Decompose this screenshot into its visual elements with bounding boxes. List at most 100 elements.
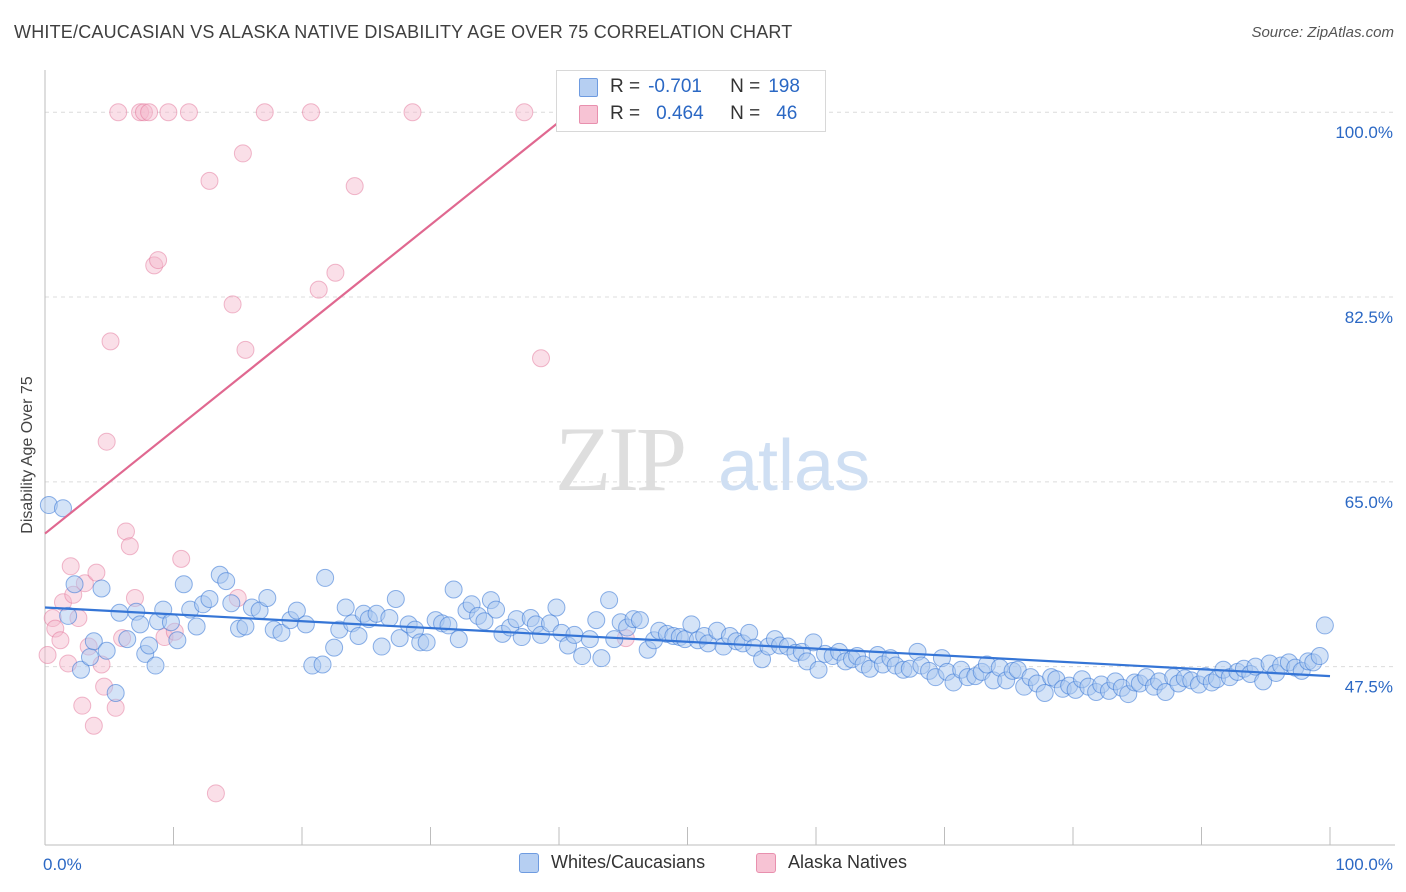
blue-point — [217, 572, 236, 591]
y-tick-label: 100.0% — [1335, 123, 1393, 142]
blue-point — [296, 615, 315, 634]
pink-point — [159, 103, 178, 122]
pink-point — [172, 549, 191, 568]
blue-point — [587, 611, 606, 630]
blue-point — [1035, 684, 1054, 703]
trend-lines — [44, 90, 1331, 678]
blue-point — [168, 631, 187, 650]
blue-point — [444, 580, 463, 599]
legend-n-label: N = — [730, 103, 761, 124]
pink-point — [145, 256, 164, 275]
blue-point — [390, 629, 409, 648]
grid-lines — [45, 111, 1395, 668]
pink-point — [46, 619, 65, 638]
blue-point — [1315, 616, 1334, 635]
blue-point — [146, 656, 165, 675]
blue-point — [272, 623, 291, 642]
pink-point — [179, 103, 198, 122]
blue-point — [97, 641, 116, 660]
pink-point — [301, 103, 320, 122]
source-label: Source: ZipAtlas.com — [1251, 24, 1394, 41]
blue-point — [541, 614, 560, 633]
blue-point — [592, 649, 611, 668]
legend-r-label: R = — [610, 76, 641, 97]
blue-point — [336, 598, 355, 617]
blue-point — [236, 617, 255, 636]
y-tick-label: 65.0% — [1345, 493, 1393, 512]
pink-point — [84, 716, 103, 735]
blue-point — [475, 612, 494, 631]
legend-swatch-blue — [579, 77, 598, 97]
pink-point — [403, 103, 422, 122]
pink-point — [255, 103, 274, 122]
blue-point — [1310, 647, 1329, 666]
blue-point — [140, 636, 159, 655]
pink-point — [515, 103, 534, 122]
blue-point — [65, 575, 84, 594]
axes — [44, 70, 1395, 846]
pink-point — [140, 103, 159, 122]
blue-point — [804, 633, 823, 652]
blue-point — [349, 626, 368, 645]
trend-line-blue — [44, 606, 1331, 678]
blue-point — [573, 647, 592, 666]
pink-point — [73, 696, 92, 715]
chart-title: WHITE/CAUCASIAN VS ALASKA NATIVE DISABIL… — [14, 22, 793, 42]
blue-point — [386, 590, 405, 609]
bottom-legend-label-pink: Alaska Natives — [788, 852, 908, 872]
blue-point — [200, 590, 219, 609]
blue-point — [174, 575, 193, 594]
legend-n-blue: 198 — [768, 76, 800, 97]
bottom-legend: Whites/Caucasians Alaska Natives — [0, 852, 1406, 878]
watermark: ZIP atlas — [555, 408, 870, 510]
blue-point — [372, 637, 391, 656]
blue-point — [187, 617, 206, 636]
blue-point — [417, 633, 436, 652]
legend-n-pink: 46 — [776, 103, 798, 124]
legend-r-blue: -0.701 — [648, 76, 702, 97]
y-tick-label: 47.5% — [1345, 678, 1393, 697]
pink-point — [223, 295, 242, 314]
pink-point — [149, 251, 168, 270]
blue-point — [449, 630, 468, 649]
pink-point — [116, 522, 135, 541]
blue-point — [547, 598, 566, 617]
x-tick-label-end: 100.0% — [1335, 855, 1393, 874]
blue-point — [118, 630, 137, 649]
blue-point — [1156, 682, 1175, 701]
blue-point — [92, 579, 111, 598]
pink-point — [87, 563, 106, 582]
blue-point — [258, 588, 277, 607]
blue-point — [380, 609, 399, 628]
y-tick-label: 82.5% — [1345, 308, 1393, 327]
blue-point — [222, 594, 241, 613]
pink-point — [309, 280, 328, 299]
blue-point — [53, 499, 72, 518]
tick-labels: 47.5% 65.0% 82.5% 100.0% 0.0% 100.0% — [43, 123, 1393, 874]
pink-point — [51, 631, 70, 650]
blue-point — [512, 628, 531, 647]
blue-points — [39, 496, 1334, 704]
pink-point — [101, 332, 120, 351]
bottom-legend-swatch-pink — [756, 852, 776, 873]
legend-row-pink: R = 0.464 N = 46 — [579, 102, 797, 126]
blue-point — [682, 615, 701, 634]
pink-point — [120, 537, 139, 556]
blue-point — [80, 648, 99, 667]
pink-point — [131, 103, 150, 122]
blue-point — [580, 630, 599, 649]
legend-n-label: N = — [730, 76, 761, 97]
blue-point — [316, 568, 335, 587]
pink-point — [200, 171, 219, 190]
bottom-legend-blue: Whites/Caucasians — [519, 852, 705, 873]
watermark-zip: ZIP — [555, 408, 684, 510]
blue-point — [809, 660, 828, 679]
legend-r-pink: 0.464 — [656, 103, 704, 124]
pink-point — [61, 557, 80, 576]
pink-point — [97, 432, 116, 451]
blue-point — [59, 606, 78, 625]
pink-point — [206, 784, 225, 803]
pink-point — [38, 645, 57, 664]
pink-point — [134, 103, 153, 122]
